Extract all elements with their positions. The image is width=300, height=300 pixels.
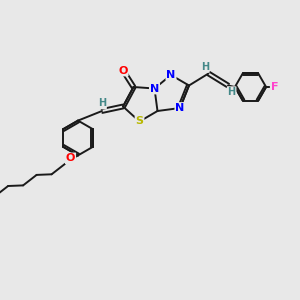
Text: H: H	[98, 98, 106, 109]
Text: O: O	[118, 65, 128, 76]
Text: H: H	[227, 87, 236, 97]
Text: S: S	[136, 116, 143, 127]
Text: H: H	[201, 62, 209, 72]
Text: N: N	[167, 70, 176, 80]
Text: O: O	[66, 153, 75, 164]
Text: F: F	[271, 82, 278, 92]
Text: N: N	[150, 83, 159, 94]
Text: N: N	[176, 103, 184, 113]
